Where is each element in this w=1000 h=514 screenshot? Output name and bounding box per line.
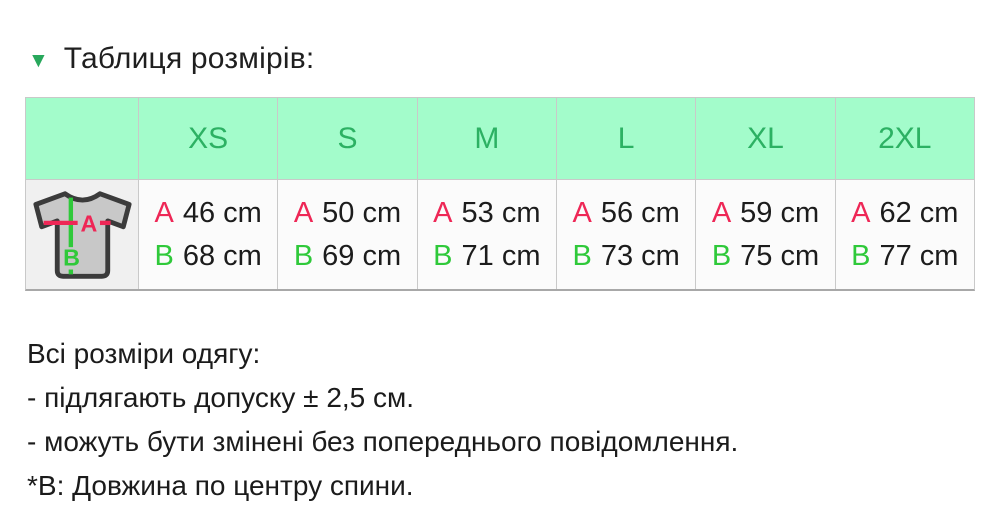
note-line-tolerance: - підлягають допуску ± 2,5 см.: [27, 382, 415, 413]
collapse-triangle-icon[interactable]: ▼: [28, 48, 49, 72]
size-column-header-xl: XL: [695, 98, 835, 179]
tshirt-diagram-icon: A B: [32, 191, 132, 279]
measure-b-label: B: [154, 239, 174, 272]
size-column-header-xs: XS: [138, 98, 278, 179]
measure-a-label: A: [433, 197, 453, 230]
measure-b-value: 71 cm: [461, 239, 541, 272]
note-line-intro: Всі розміри одягу:: [27, 338, 261, 369]
measure-a-value: 56 cm: [600, 197, 680, 230]
measure-b-label: B: [572, 239, 592, 272]
measure-a-row: A 50 cm: [294, 195, 401, 231]
measure-a-label: A: [711, 197, 732, 230]
size-column-header-m: M: [416, 98, 556, 179]
measure-a-value: 50 cm: [322, 197, 402, 230]
size-table-header-row: XS S M L XL 2XL: [26, 98, 974, 179]
tshirt-label-a: A: [80, 211, 97, 237]
measure-b-value: 77 cm: [879, 239, 959, 272]
section-title-row: ▼ Таблиця розмірів:: [28, 42, 314, 76]
measure-b-label: B: [293, 239, 314, 272]
measure-a-label: A: [851, 197, 871, 230]
tshirt-label-b: B: [63, 245, 80, 271]
measure-a-value: 59 cm: [740, 197, 820, 230]
measure-b-row: B 73 cm: [572, 238, 679, 274]
measure-b-row: B 75 cm: [712, 238, 819, 274]
size-column-header-l: L: [555, 98, 696, 179]
measure-a-row: A 59 cm: [712, 195, 819, 231]
size-table-data-row: A B A 46 cm B 68 cm A 50 cm B 69 cm A 53 cm: [26, 179, 974, 289]
measure-a-label: A: [572, 197, 592, 230]
measure-b-row: B 77 cm: [851, 238, 958, 274]
size-measurements-cell-xl: A 59 cm B 75 cm: [695, 179, 835, 289]
note-line-b-meaning: *B: Довжина по центру спини.: [27, 470, 414, 501]
measure-a-row: A 62 cm: [851, 195, 958, 231]
note-line-changes: - можуть бути змінені без попереднього п…: [27, 426, 739, 457]
measure-a-row: A 56 cm: [572, 195, 679, 231]
measure-b-value: 75 cm: [740, 239, 820, 272]
measure-a-row: A 53 cm: [433, 195, 540, 231]
tshirt-measure-cell: A B: [26, 179, 138, 289]
measure-b-label: B: [851, 239, 871, 272]
measure-a-row: A 46 cm: [155, 195, 262, 231]
size-measurements-cell-l: A 56 cm B 73 cm: [555, 179, 696, 289]
measure-b-label: B: [433, 239, 453, 272]
measure-b-label: B: [711, 239, 732, 272]
size-measurements-cell-xs: A 46 cm B 68 cm: [138, 179, 278, 289]
section-title: Таблиця розмірів:: [63, 42, 315, 75]
measure-b-value: 73 cm: [600, 239, 680, 272]
measure-b-value: 69 cm: [322, 239, 402, 272]
measure-b-value: 68 cm: [182, 239, 262, 272]
size-table-corner-cell: [26, 98, 138, 179]
size-column-header-s: S: [277, 98, 417, 179]
measure-a-label: A: [154, 197, 174, 230]
measure-a-value: 46 cm: [182, 197, 262, 230]
size-notes: Всі розміри одягу: - підлягають допуску …: [27, 332, 738, 508]
measure-a-value: 62 cm: [879, 197, 959, 230]
measure-b-row: B 68 cm: [155, 238, 262, 274]
size-measurements-cell-m: A 53 cm B 71 cm: [416, 179, 556, 289]
measure-b-row: B 71 cm: [433, 238, 540, 274]
size-column-header-2xl: 2XL: [834, 98, 974, 179]
measure-a-value: 53 cm: [461, 197, 541, 230]
size-measurements-cell-s: A 50 cm B 69 cm: [277, 179, 417, 289]
measure-a-label: A: [293, 197, 314, 230]
size-measurements-cell-2xl: A 62 cm B 77 cm: [834, 179, 974, 289]
measure-b-row: B 69 cm: [294, 238, 401, 274]
size-table: XS S M L XL 2XL A B A 46: [25, 97, 975, 291]
